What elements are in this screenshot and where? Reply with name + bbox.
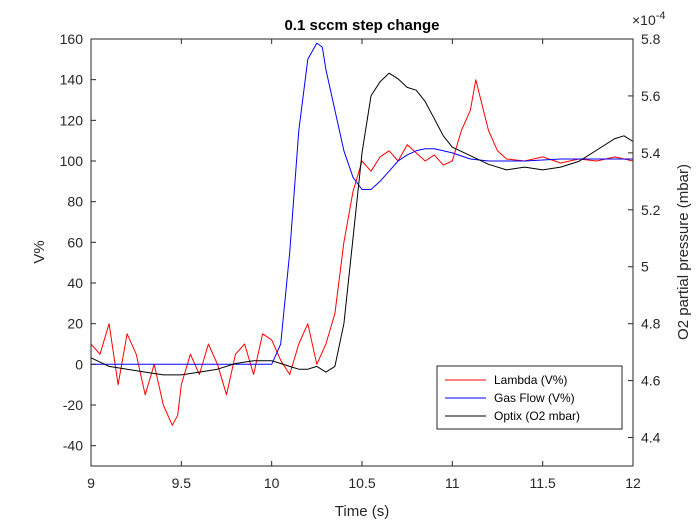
x-tick-label: 10 — [264, 475, 280, 491]
series-line-gas-flow-v — [91, 42, 633, 365]
y-left-tick-label: 60 — [67, 234, 83, 250]
series-layer — [90, 42, 634, 426]
exponent-label: ×10-4 — [632, 10, 666, 28]
y-right-tick-label: 5.6 — [641, 88, 661, 104]
y-left-tick-label: -40 — [63, 438, 83, 454]
y-right-tick-label: 4.4 — [641, 430, 661, 446]
exponent-base: ×10 — [632, 12, 656, 28]
x-axis-label: Time (s) — [335, 503, 389, 520]
y-left-axis-label: V% — [31, 240, 48, 263]
y-left-tick-label: 20 — [67, 316, 83, 332]
legend-label-optix: Optix (O2 mbar) — [494, 409, 580, 423]
legend-label-gas-flow: Gas Flow (V%) — [494, 391, 575, 405]
y-left-tick-label: 160 — [60, 31, 84, 47]
y-right-tick-label: 5.2 — [641, 202, 661, 218]
y-left-tick-label: 40 — [67, 275, 83, 291]
y-left-tick-label: 0 — [75, 356, 83, 372]
x-tick-label: 11 — [445, 475, 460, 491]
y-left-tick-label: 100 — [60, 153, 84, 169]
x-tick-label: 10.5 — [348, 475, 375, 491]
y-right-tick-label: 5.8 — [641, 31, 661, 47]
x-tick-label: 12 — [625, 475, 641, 491]
ticks-layer: 9 9.5 10 10.5 11 11.5 12 -40 -20 0 20 40 60 80 100 120 1… — [60, 31, 661, 491]
y-right-tick-label: 5.4 — [641, 145, 661, 161]
y-left-tick-label: 80 — [67, 194, 83, 210]
y-left-tick-label: 140 — [60, 72, 84, 88]
x-tick-label: 9 — [87, 475, 95, 491]
legend: Lambda (V%) Gas Flow (V%) Optix (O2 mbar… — [436, 365, 623, 430]
y-right-axis-label: O2 partial pressure (mbar) — [675, 164, 692, 340]
series-line-optix-o2-mbar — [90, 72, 634, 376]
legend-label-lambda: Lambda (V%) — [494, 373, 567, 387]
y-left-tick-label: -20 — [63, 397, 83, 413]
y-left-tick-label: 120 — [60, 112, 84, 128]
x-tick-label: 11.5 — [530, 475, 556, 491]
exponent-power: -4 — [656, 10, 666, 22]
x-tick-label: 9.5 — [172, 475, 192, 491]
y-right-tick-label: 5 — [641, 259, 649, 275]
series-line-lambda-v — [90, 79, 634, 426]
y-right-tick-label: 4.8 — [641, 316, 661, 332]
y-right-tick-label: 4.6 — [641, 373, 661, 389]
chart-title: 0.1 sccm step change — [284, 17, 439, 34]
